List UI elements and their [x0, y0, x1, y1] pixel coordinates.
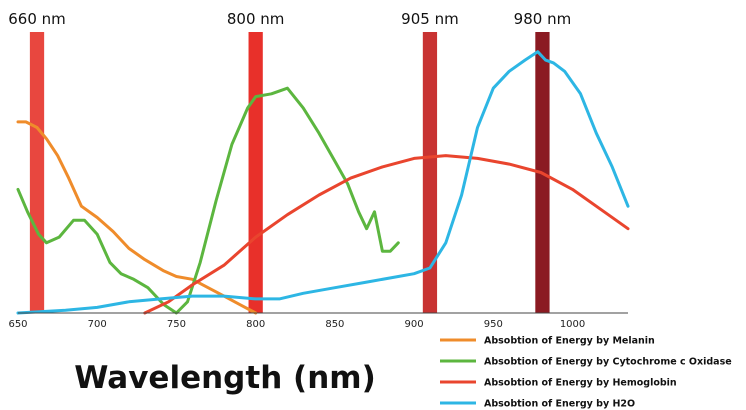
x-tick-label-900: 900 — [405, 319, 424, 330]
x-tick-label-700: 700 — [88, 319, 107, 330]
band-905-nm — [422, 32, 438, 313]
series-line-1 — [16, 120, 258, 315]
band-label-980-nm: 980 nm — [514, 10, 572, 28]
x-tick-label-1000: 1000 — [560, 319, 585, 330]
band-660-nm — [29, 32, 45, 313]
x-tick-label-750: 750 — [167, 319, 186, 330]
x-axis-label: Wavelength (nm) — [74, 360, 376, 396]
x-tick-label-850: 850 — [325, 319, 344, 330]
legend-entry-2: Absobtion of Energy by Cytochrome c Oxid… — [484, 357, 732, 368]
band-label-800-nm: 800 nm — [227, 10, 285, 28]
x-tick-label-950: 950 — [484, 319, 503, 330]
data-series — [16, 50, 630, 315]
x-tick-label-650: 650 — [8, 319, 27, 330]
band-labels: 660 nm 800 nm 905 nm 980 nm — [8, 10, 571, 28]
legend: Absobtion of Energy by Melanin Absobtion … — [440, 336, 732, 410]
wavelength-bands — [29, 32, 550, 313]
legend-entry-1: Absobtion of Energy by Melanin — [484, 336, 655, 347]
series-line-2 — [16, 86, 400, 315]
series-line-4 — [16, 50, 630, 315]
band-800-nm — [248, 32, 263, 313]
band-label-905-nm: 905 nm — [401, 10, 459, 28]
band-label-660-nm: 660 nm — [8, 10, 66, 28]
legend-entry-3: Absobtion of Energy by Hemoglobin — [484, 378, 677, 389]
x-axis-tick-labels: 650 700 750 800 850 900 950 1000 — [8, 319, 585, 330]
x-tick-label-800: 800 — [246, 319, 265, 330]
series-line-3 — [143, 154, 630, 315]
legend-entry-4: Absobtion of Energy by H2O — [484, 399, 635, 410]
